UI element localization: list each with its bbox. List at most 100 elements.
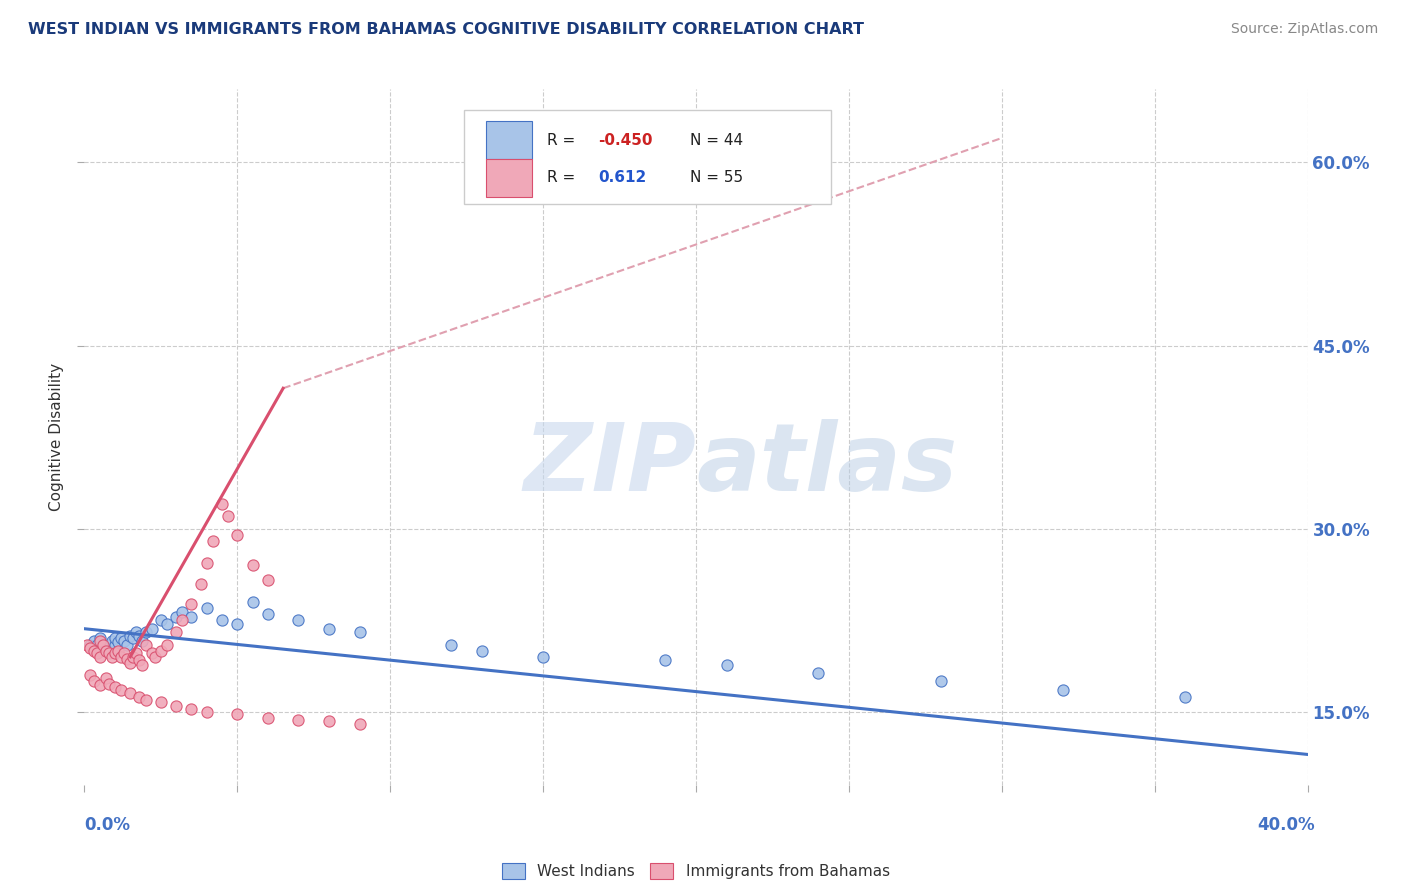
Point	[217, 509, 239, 524]
Point	[349, 625, 371, 640]
Point	[104, 646, 127, 660]
Point	[86, 638, 108, 652]
Point	[104, 632, 127, 646]
Point	[76, 638, 98, 652]
Point	[94, 671, 117, 685]
Point	[716, 658, 738, 673]
Point	[97, 646, 120, 660]
Legend: West Indians, Immigrants from Bahamas: West Indians, Immigrants from Bahamas	[496, 857, 896, 885]
Point	[79, 668, 101, 682]
Text: 40.0%: 40.0%	[1257, 816, 1315, 834]
Point	[165, 609, 187, 624]
Point	[531, 649, 554, 664]
Point	[807, 665, 830, 680]
Point	[83, 634, 105, 648]
Point	[149, 613, 172, 627]
Point	[120, 686, 142, 700]
Point	[180, 609, 202, 624]
Point	[122, 649, 145, 664]
Point	[287, 613, 309, 627]
Point	[135, 692, 157, 706]
Point	[141, 646, 163, 660]
Point	[1174, 690, 1197, 704]
Point	[110, 649, 132, 664]
Point	[83, 674, 105, 689]
FancyBboxPatch shape	[464, 110, 831, 204]
Point	[654, 653, 676, 667]
Point	[211, 613, 233, 627]
Point	[257, 711, 280, 725]
Point	[89, 643, 111, 657]
Point	[131, 634, 153, 648]
Y-axis label: Cognitive Disability: Cognitive Disability	[49, 363, 65, 511]
Point	[165, 698, 187, 713]
Point	[195, 601, 218, 615]
Point	[195, 556, 218, 570]
Point	[79, 638, 101, 652]
Point	[226, 616, 249, 631]
Point	[190, 576, 212, 591]
Point	[89, 632, 111, 646]
Point	[242, 595, 264, 609]
Point	[242, 558, 264, 573]
Text: atlas: atlas	[696, 419, 957, 511]
Point	[180, 597, 202, 611]
Point	[135, 625, 157, 640]
Text: R =: R =	[547, 133, 579, 148]
Point	[1052, 682, 1074, 697]
Point	[86, 646, 108, 660]
Bar	[485, 121, 531, 160]
Point	[112, 646, 135, 660]
Point	[257, 607, 280, 621]
Point	[143, 649, 166, 664]
Text: N = 55: N = 55	[690, 170, 742, 186]
Point	[128, 690, 150, 704]
Point	[257, 573, 280, 587]
Point	[94, 643, 117, 657]
Point	[149, 643, 172, 657]
Point	[172, 613, 194, 627]
Text: -0.450: -0.450	[598, 133, 652, 148]
Point	[156, 616, 179, 631]
Point	[141, 622, 163, 636]
Point	[201, 533, 224, 548]
Point	[226, 707, 249, 722]
Point	[195, 705, 218, 719]
Point	[120, 656, 142, 670]
Bar	[485, 159, 531, 197]
Point	[91, 638, 114, 652]
Point	[112, 634, 135, 648]
Point	[226, 527, 249, 541]
Point	[89, 634, 111, 648]
Point	[83, 643, 105, 657]
Point	[120, 629, 142, 643]
Point	[89, 678, 111, 692]
Point	[125, 646, 148, 660]
Point	[128, 653, 150, 667]
Point	[104, 681, 127, 695]
Point	[97, 676, 120, 690]
Text: WEST INDIAN VS IMMIGRANTS FROM BAHAMAS COGNITIVE DISABILITY CORRELATION CHART: WEST INDIAN VS IMMIGRANTS FROM BAHAMAS C…	[28, 22, 865, 37]
Point	[165, 625, 187, 640]
Point	[91, 638, 114, 652]
Point	[107, 635, 129, 649]
Point	[110, 632, 132, 646]
Text: R =: R =	[547, 170, 579, 186]
Point	[94, 641, 117, 656]
Point	[135, 638, 157, 652]
Point	[440, 638, 463, 652]
Point	[115, 652, 138, 666]
Point	[156, 638, 179, 652]
Point	[115, 638, 138, 652]
Point	[349, 717, 371, 731]
Text: 0.612: 0.612	[598, 170, 647, 186]
Point	[110, 682, 132, 697]
Point	[211, 497, 233, 511]
Text: ZIP: ZIP	[523, 419, 696, 511]
Point	[122, 632, 145, 646]
Point	[149, 695, 172, 709]
Text: N = 44: N = 44	[690, 133, 742, 148]
Point	[471, 643, 494, 657]
Point	[97, 638, 120, 652]
Point	[104, 638, 127, 652]
